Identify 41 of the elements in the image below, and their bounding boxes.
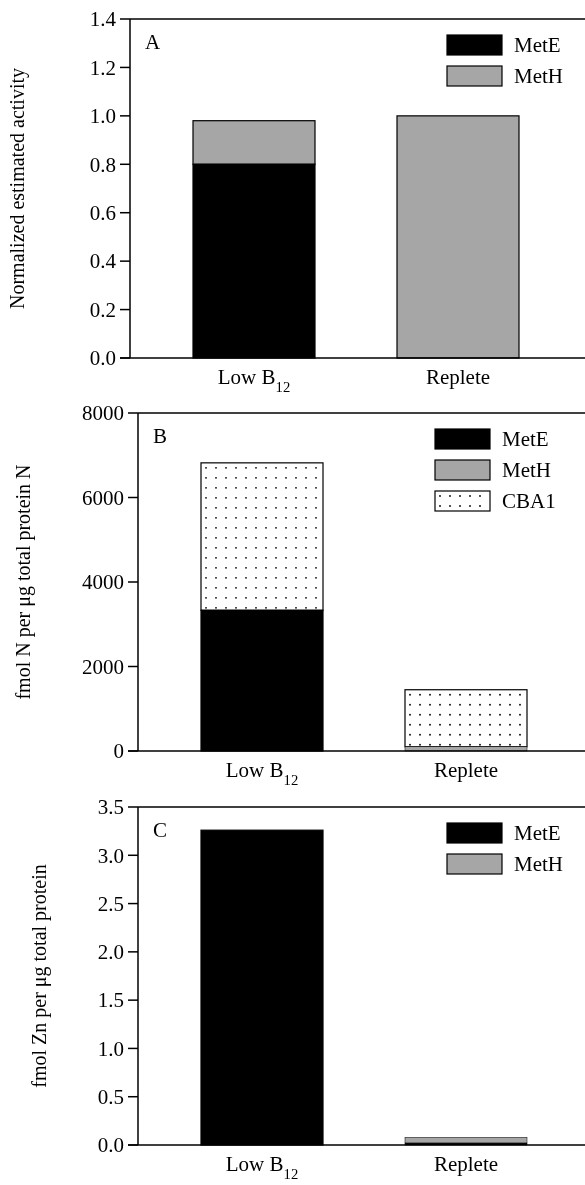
legend-label: CBA1	[502, 489, 556, 514]
y-tick-label: 3.5	[97, 795, 124, 820]
y-tick-label: 0.2	[89, 297, 116, 322]
y-tick-label: 0.0	[89, 346, 116, 371]
y-tick-label: 8000	[82, 401, 124, 426]
x-tick-label: Low B$_{12}$	[225, 1152, 299, 1182]
y-tick-label: 0.0	[97, 1133, 124, 1158]
y-tick-label: 0.4	[89, 249, 117, 274]
y-tick-label: 1.0	[97, 1036, 124, 1061]
x-tick-label: Replete	[433, 1152, 499, 1176]
y-tick-label: 1.2	[89, 55, 116, 80]
y-tick-label: 1.4	[89, 7, 117, 32]
y-tick-label: 6000	[82, 485, 124, 510]
legend-label: MetE	[514, 33, 561, 58]
y-tick-label: 1.5	[97, 988, 124, 1013]
x-tick-label: Low B$_{12}$	[225, 758, 299, 788]
y-axis-title: Normalized estimated activity	[6, 67, 29, 310]
x-tick-label: Replete	[425, 365, 491, 389]
legend-label: MetH	[502, 458, 551, 483]
y-tick-label: 0.8	[89, 152, 116, 177]
annotation: B	[153, 424, 168, 448]
y-tick-label: 2.5	[97, 891, 124, 916]
y-tick-label: 0.6	[89, 201, 116, 226]
y-tick-label: 0.5	[97, 1085, 124, 1110]
y-tick-label: 2000	[82, 654, 124, 679]
y-axis-title: fmol Zn per μg total protein	[28, 864, 51, 1088]
annotation: C	[153, 818, 168, 842]
legend-label: MetE	[514, 821, 561, 846]
y-tick-label: 1.0	[89, 104, 116, 129]
y-tick-label: 2.0	[97, 940, 124, 965]
legend-label: MetH	[514, 64, 563, 89]
legend-label: MetH	[514, 852, 563, 877]
legend-label: MetE	[502, 427, 549, 452]
x-tick-label: Replete	[433, 758, 499, 782]
bar	[404, 689, 528, 748]
x-tick-label: Low B$_{12}$	[217, 365, 291, 395]
y-tick-label: 3.0	[97, 843, 124, 868]
y-tick-label: 0	[113, 739, 124, 764]
annotation: A	[145, 30, 161, 54]
y-axis-title: fmol N per μg total protein N	[12, 464, 35, 700]
y-tick-label: 4000	[82, 570, 124, 595]
